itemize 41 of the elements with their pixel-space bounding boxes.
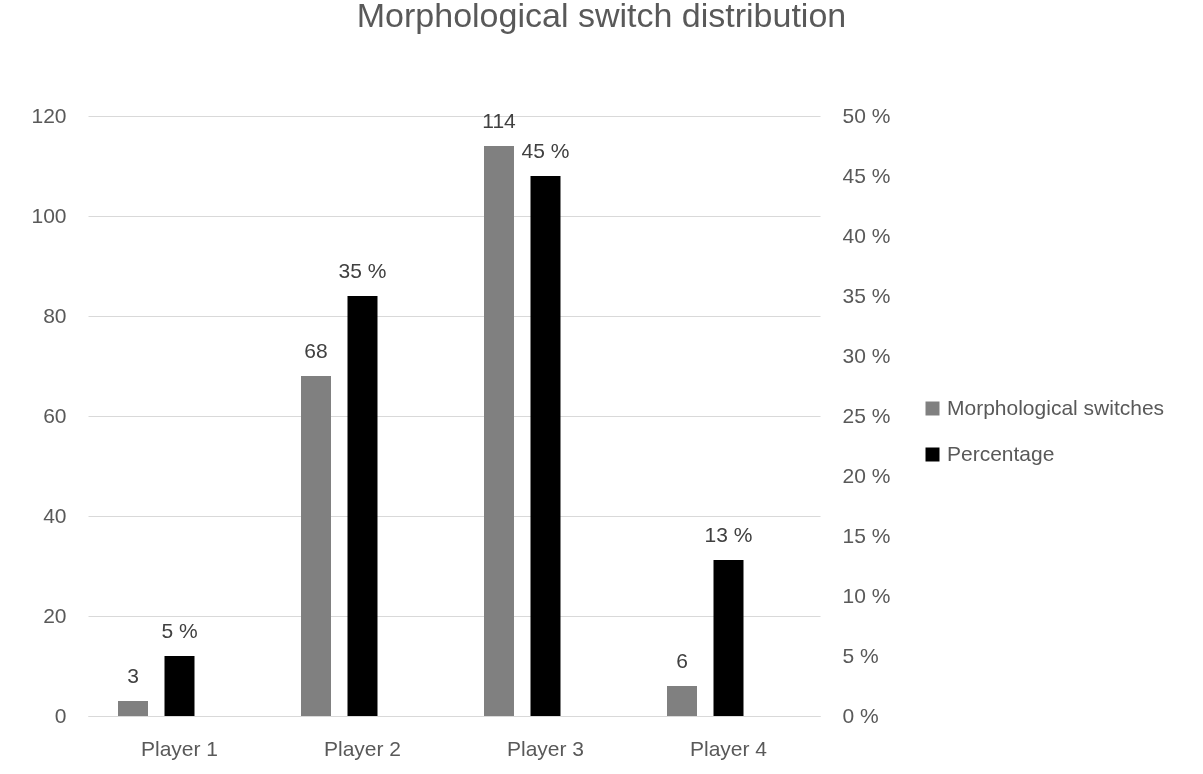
bar: [713, 560, 744, 716]
y-tick-label: 120: [31, 103, 67, 127]
y2-tick-label: 15 %: [842, 523, 891, 547]
y-tick-label: 0: [54, 703, 67, 727]
x-tick-label: Player 2: [323, 736, 402, 760]
y2-tick-label: 25 %: [842, 403, 891, 427]
data-label: 3: [127, 664, 139, 687]
y2-tick-label: 35 %: [842, 283, 891, 307]
y2-tick-label: 20 %: [842, 463, 891, 487]
y-tick-label: 80: [43, 303, 67, 327]
y2-tick-label: 0 %: [842, 703, 879, 727]
y-tick-label: 60: [43, 403, 67, 427]
data-label: 114: [482, 109, 517, 132]
y2-tick-label: 5 %: [842, 643, 879, 667]
legend-label: Percentage: [947, 441, 1055, 465]
y-tick-label: 20: [43, 603, 67, 627]
data-label: 68: [304, 339, 328, 362]
y2-tick-label: 10 %: [842, 583, 891, 607]
y2-tick-label: 30 %: [842, 343, 891, 367]
y2-tick-label: 45 %: [842, 163, 891, 187]
x-tick-label: Player 4: [689, 736, 768, 760]
bar: [530, 176, 561, 716]
y-tick-label: 100: [31, 203, 67, 227]
bar: [347, 296, 378, 716]
y2-tick-label: 40 %: [842, 223, 891, 247]
data-label: 45 %: [521, 139, 570, 162]
bar: [164, 656, 195, 716]
x-tick-label: Player 3: [506, 736, 585, 760]
bar: [118, 701, 148, 716]
y-tick-label: 40: [43, 503, 67, 527]
data-label: 6: [676, 649, 688, 672]
bar: [667, 686, 697, 716]
data-label: 5 %: [161, 619, 198, 642]
x-tick-label: Player 1: [140, 736, 219, 760]
bar: [301, 376, 331, 716]
data-label: 13 %: [704, 523, 753, 546]
chart-title: Morphological switch distribution: [356, 0, 847, 34]
data-label: 35 %: [338, 259, 387, 282]
y2-tick-label: 50 %: [842, 103, 891, 127]
bar: [484, 146, 514, 716]
legend-label: Morphological switches: [947, 395, 1165, 419]
